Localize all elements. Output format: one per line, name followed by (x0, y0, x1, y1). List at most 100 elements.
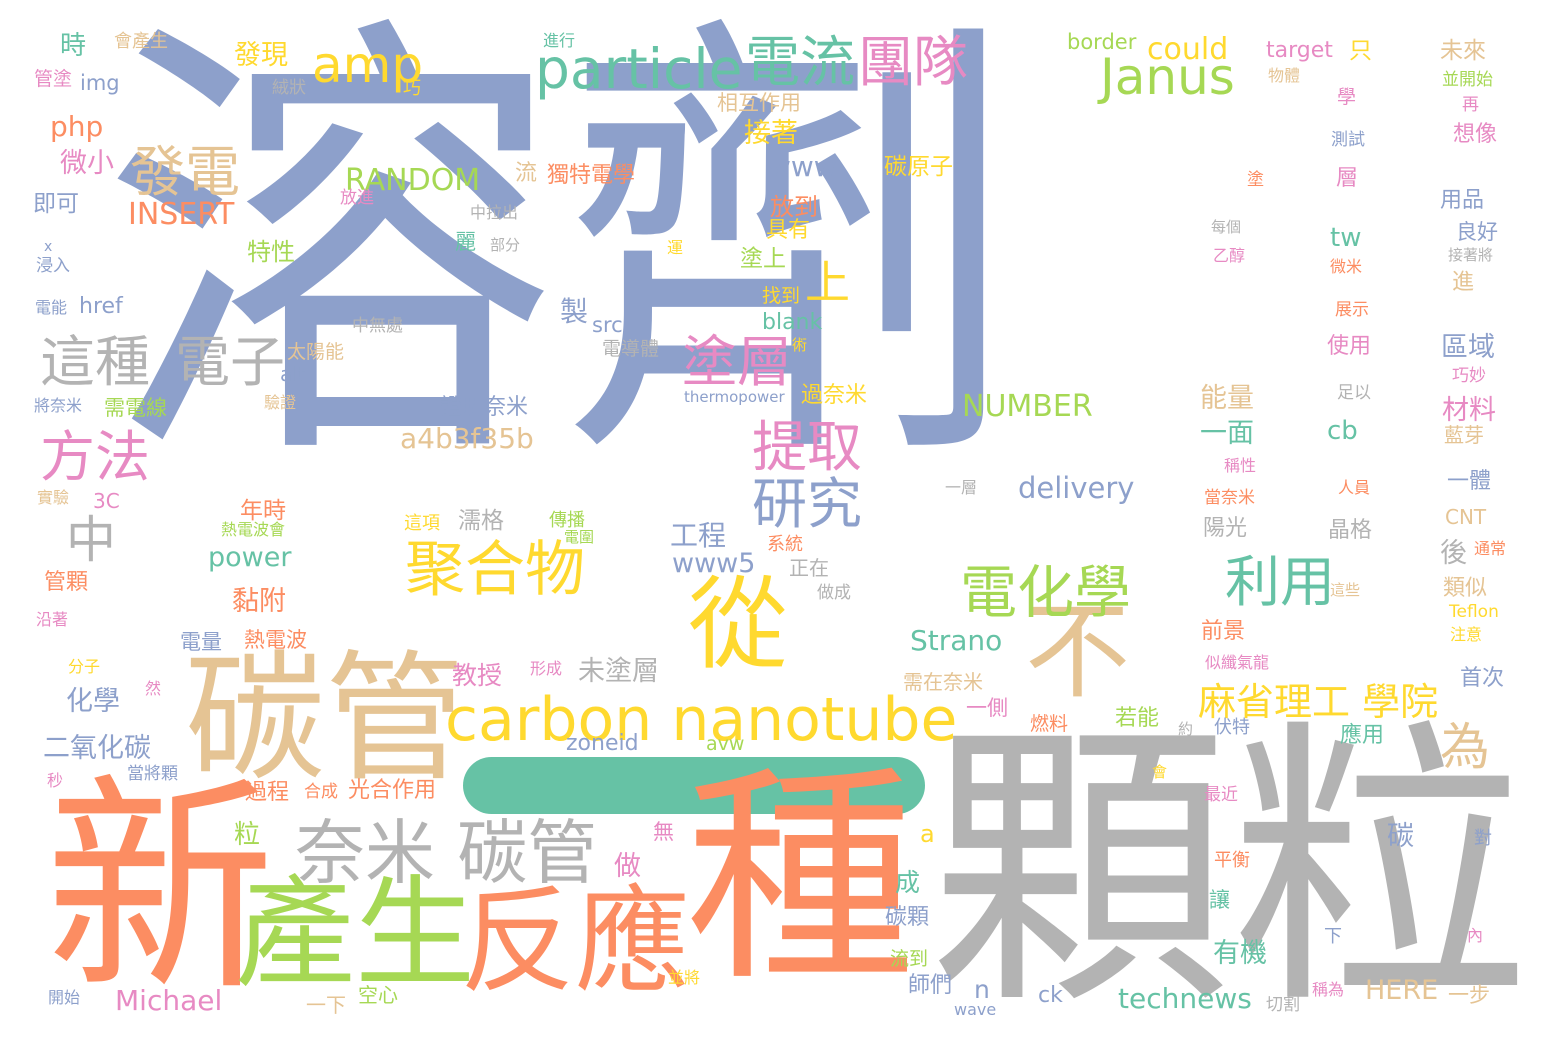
word-9: 奈米 碳管 (295, 812, 598, 894)
word-187: 一體 (1447, 469, 1492, 494)
word-36: Strano (910, 624, 1003, 657)
word-89: 找到 (762, 285, 801, 307)
word-58: n (974, 975, 990, 1004)
word-93: 電導體 (602, 338, 660, 360)
word-175: 展示 (1335, 300, 1369, 320)
word-73: 接著 (744, 118, 798, 149)
word-168: 用品 (1440, 188, 1485, 213)
word-40: power (208, 542, 292, 573)
word-185: 人員 (1338, 478, 1371, 497)
word-25: 方法 (40, 425, 151, 489)
word-193: 類似 (1443, 576, 1488, 601)
word-180: 能量 (1200, 383, 1254, 414)
word-7: 反應 (460, 875, 691, 1009)
word-15: amp (312, 36, 424, 94)
word-169: 每個 (1211, 218, 1242, 236)
word-198: 首次 (1460, 666, 1505, 691)
word-199: 運 (667, 238, 684, 257)
word-43: zoneid (566, 731, 639, 756)
word-31: RANDOM (345, 163, 481, 198)
word-28: 為 (1440, 718, 1490, 776)
word-45: could (1147, 32, 1229, 67)
word-30: 上 (805, 256, 851, 309)
word-154: 碳 (1387, 821, 1414, 852)
word-134: 光合作用 (348, 778, 437, 803)
word-137: 做 (614, 851, 641, 882)
word-55: tw (1330, 223, 1362, 253)
word-103: 濡格 (458, 508, 504, 534)
word-99: 證明奈米 (440, 395, 529, 420)
word-59: a (920, 820, 935, 848)
word-86: 放到 (770, 193, 818, 221)
word-10: 從 (688, 566, 788, 683)
word-119: 未塗層 (578, 656, 659, 687)
word-150: 讓 (1209, 888, 1230, 912)
word-82: 中拉出 (470, 203, 519, 222)
word-159: 並開始 (1442, 70, 1493, 90)
word-69: 管塗 (34, 68, 73, 90)
word-178: 巧妙 (1452, 366, 1486, 386)
word-129: 二氧化碳 (43, 733, 151, 764)
word-41: www5 (672, 548, 756, 579)
word-184: 稱性 (1224, 456, 1257, 475)
word-39: HERE (1365, 975, 1439, 1006)
word-195: 前景 (1201, 619, 1246, 644)
word-4: 種 (685, 746, 916, 1013)
word-160: 再 (1462, 95, 1479, 115)
word-124: 燃料 (1030, 713, 1069, 735)
dash-bar (463, 757, 925, 814)
word-122: 化學 (66, 686, 120, 717)
word-116: 分子 (68, 657, 101, 676)
word-176: 使用 (1327, 334, 1372, 359)
word-85: 碳原子 (884, 154, 953, 180)
word-76: 浸入 (36, 256, 70, 276)
word-138: 成 (895, 868, 921, 897)
word-6: 產生 (235, 865, 475, 1004)
word-83: 麗 (455, 230, 476, 254)
word-65: 時 (60, 31, 87, 61)
word-104: 傳播 (549, 510, 585, 531)
word-123: 一側 (966, 696, 1008, 720)
word-2: 顆粒 (930, 695, 1530, 1044)
word-179: 足以 (1337, 383, 1371, 403)
word-143: 空心 (358, 983, 398, 1007)
word-151: 平衡 (1214, 850, 1250, 871)
word-111: 管顆 (44, 570, 89, 595)
word-165: 測試 (1331, 130, 1365, 150)
word-92: 太陽能 (287, 341, 345, 363)
word-140: 流到 (890, 948, 929, 970)
word-51: alt (280, 362, 306, 386)
word-133: 合成 (304, 782, 338, 802)
word-80: 流 (515, 161, 538, 186)
word-126: 約 (1178, 720, 1194, 738)
word-95: 過奈米 (801, 383, 868, 408)
word-78: 特性 (247, 238, 295, 266)
word-191: 後 (1440, 538, 1467, 569)
word-98: 驗證 (264, 393, 297, 412)
word-100: 實驗 (37, 488, 70, 507)
word-18: 電化學 (960, 560, 1131, 626)
word-110: 做成 (817, 583, 851, 603)
word-170: 乙醇 (1213, 246, 1246, 265)
word-47: target (1266, 38, 1333, 63)
word-14: 團隊 (858, 30, 969, 94)
word-49: php (50, 110, 104, 143)
word-81: 放進 (340, 188, 374, 208)
word-108: 工程 (670, 519, 727, 552)
word-188: 當奈米 (1204, 488, 1255, 508)
word-13: 電流 (745, 30, 856, 94)
word-181: 一面 (1200, 418, 1254, 449)
word-101: 熱電波會 (221, 520, 286, 539)
word-112: 黏附 (232, 586, 286, 617)
word-102: 年時 (240, 498, 286, 524)
word-11: 不 (1025, 591, 1131, 713)
word-46: border (1067, 30, 1137, 54)
word-171: 良好 (1456, 220, 1498, 244)
word-44: avw (706, 733, 745, 755)
word-125: 若能 (1115, 706, 1160, 731)
word-147: 切割 (1266, 995, 1300, 1015)
word-194: 這些 (1330, 581, 1361, 599)
word-196: 注意 (1450, 625, 1483, 644)
word-164: 想像 (1453, 122, 1498, 147)
word-139: 碳顆 (885, 905, 930, 930)
